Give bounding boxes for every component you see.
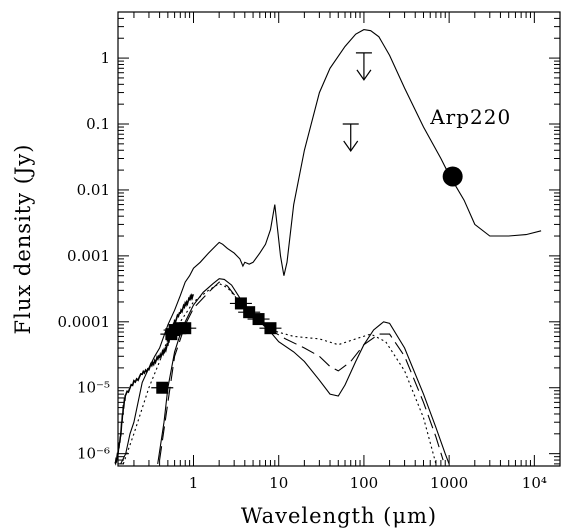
y-tick-label: 1 [100,49,110,67]
y-tick-label: 10⁻⁵ [77,379,110,397]
axis-ticks [118,11,561,466]
upper-limit-arrow [356,69,372,81]
x-tick-label: 1 [189,474,199,492]
y-tick-label: 0.0001 [58,313,111,331]
y-tick-label: 0.1 [86,115,110,133]
model-curves [114,29,542,466]
x-tick-label: 10⁴ [522,474,547,492]
y-tick-label: 10⁻⁶ [77,445,110,463]
series-3-line [122,282,437,465]
y-axis-title: Flux density (Jy) [11,144,35,335]
photometry-point [156,381,169,394]
photometry-point [252,313,265,326]
arp220-label: Arp220 [429,105,511,129]
photometry-point [179,322,192,335]
x-axis-title: Wavelength (μm) [241,504,437,528]
photometry-point [264,322,277,335]
series-0-line [120,29,542,465]
series-2-line [159,281,444,461]
x-tick-labels: 1 10 100 1000 10⁴ [189,474,547,492]
series-1-line [157,278,450,465]
submm-point [442,166,463,187]
x-tick-label: 100 [350,474,379,492]
upper-limit-arrow [343,140,359,153]
data-markers [151,52,463,394]
y-tick-label: 0.001 [67,247,110,265]
y-tick-labels: 1 0.1 0.01 0.001 0.0001 10⁻⁵ 10⁻⁶ [58,49,111,463]
plot-frame [117,11,561,467]
photometry-point [243,306,256,319]
x-tick-label: 1000 [430,474,468,492]
x-tick-label: 10 [269,474,288,492]
y-tick-label: 0.01 [77,181,110,199]
